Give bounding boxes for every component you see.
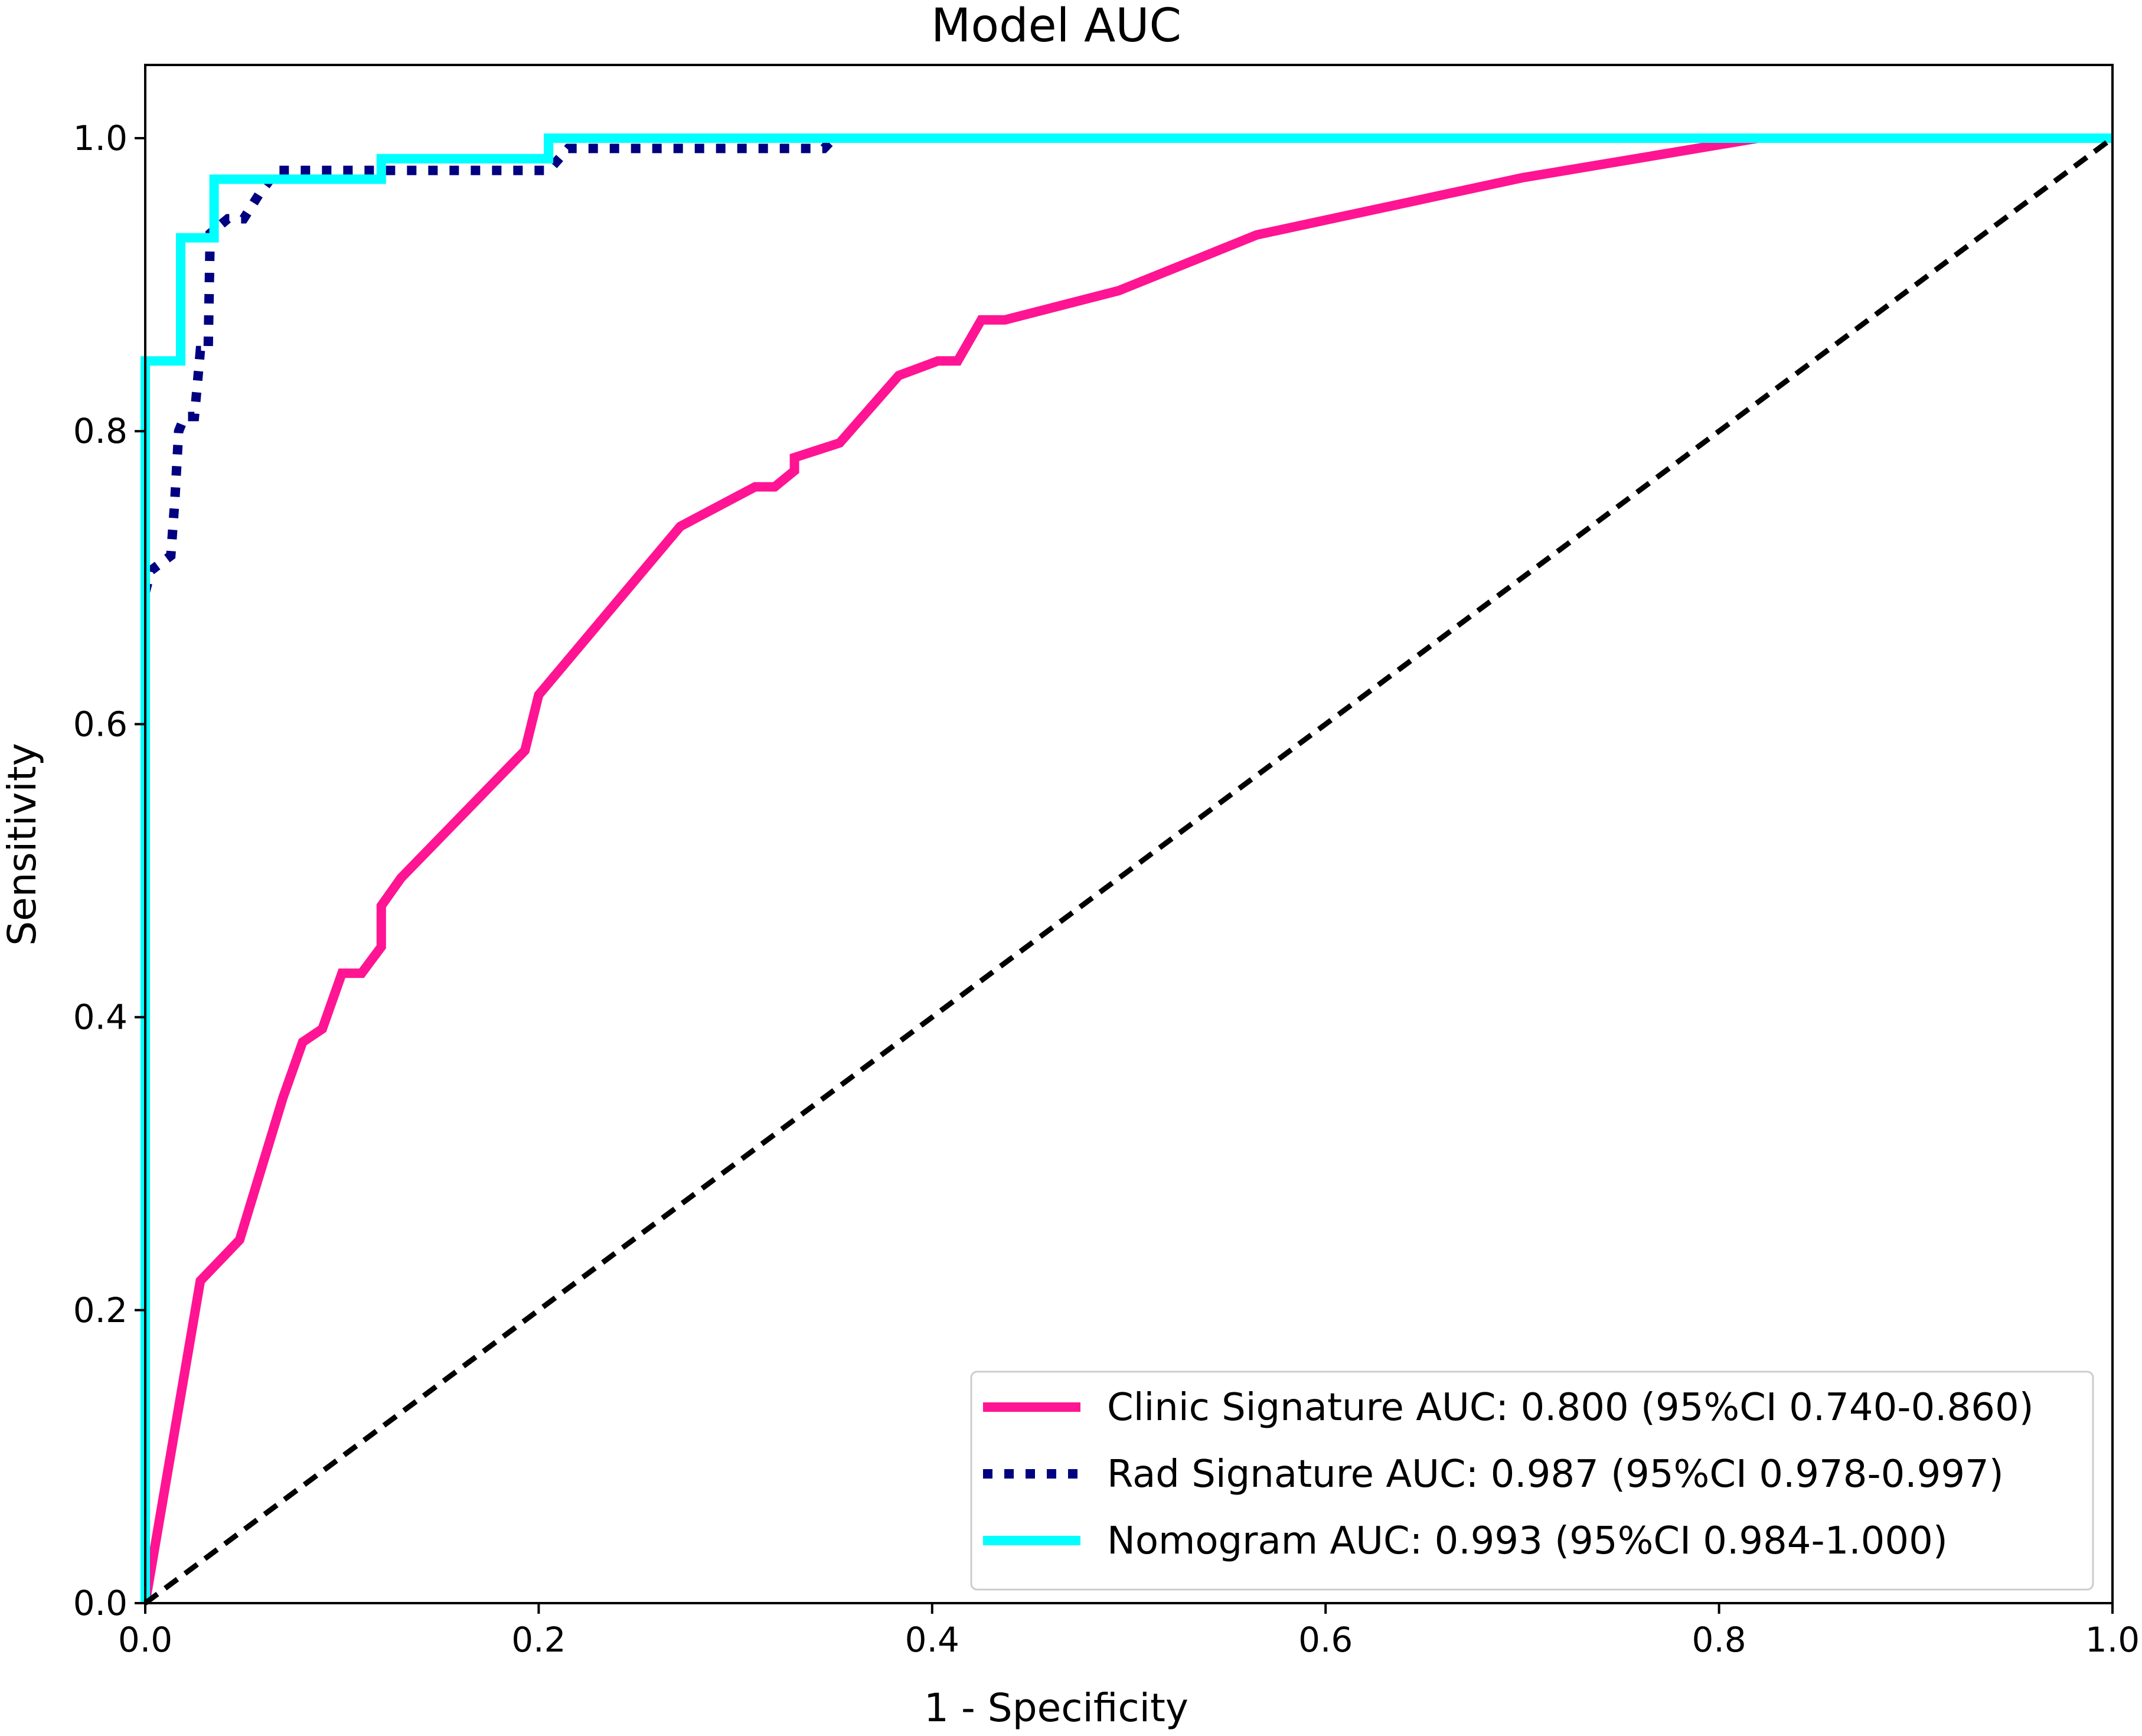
y-tick-label: 0.2 [73, 1290, 128, 1330]
series-line-2 [141, 133, 2112, 594]
y-axis-label: Sensitivity [0, 743, 45, 946]
x-axis-label: 1 - Specificity [924, 1685, 1188, 1731]
y-tick-label: 0.8 [73, 411, 128, 451]
legend-label: Nomogram AUC: 0.993 (95%CI 0.984-1.000) [1107, 1519, 1948, 1563]
legend: Clinic Signature AUC: 0.800 (95%CI 0.740… [970, 1370, 2094, 1591]
legend-box [970, 1370, 2094, 1591]
reference-diagonal-line [143, 136, 2114, 1606]
series-layer [141, 133, 2114, 1606]
y-tick-label: 0.0 [73, 1583, 128, 1623]
plot-area [141, 64, 2114, 1606]
axes-border [144, 64, 2114, 1604]
legend-label: Rad Signature AUC: 0.987 (95%CI 0.978-0.… [1107, 1453, 2004, 1496]
x-tick-label: 0.0 [118, 1620, 172, 1660]
x-axis-ticks: 0.0 0.2 0.4 0.6 0.8 1.0 [118, 1603, 2140, 1660]
series-line-3 [141, 133, 2112, 1603]
y-tick-label: 0.4 [73, 997, 128, 1037]
legend-label: Clinic Signature AUC: 0.800 (95%CI 0.740… [1107, 1386, 2034, 1430]
y-tick-label: 0.6 [73, 704, 128, 744]
plot-frame [145, 65, 2112, 1603]
chart-title: Model AUC [931, 0, 1181, 53]
x-tick-label: 0.8 [1692, 1620, 1746, 1660]
x-tick-label: 1.0 [2085, 1620, 2140, 1660]
y-tick-label: 1.0 [73, 118, 128, 158]
x-tick-label: 0.4 [905, 1620, 959, 1660]
x-tick-label: 0.2 [511, 1620, 566, 1660]
series-line-1 [141, 133, 2112, 1604]
y-axis-ticks: 0.0 0.2 0.4 0.6 0.8 1.0 [73, 118, 145, 1623]
x-tick-label: 0.6 [1298, 1620, 1353, 1660]
